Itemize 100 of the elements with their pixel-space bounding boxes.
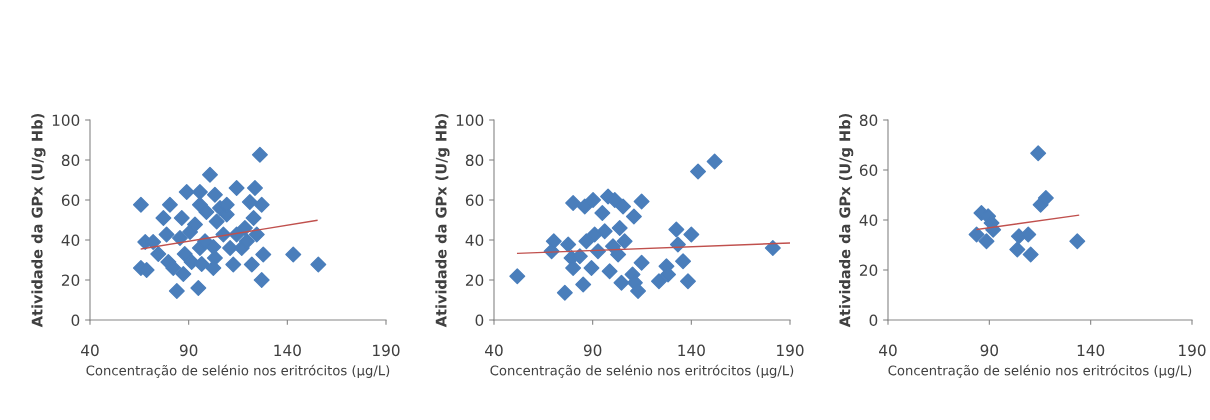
point [565,260,582,276]
y-tick-label: 20 [61,274,80,287]
point [253,272,270,288]
point [545,233,562,250]
point [198,204,215,220]
x-tick-label: 90 [583,344,602,357]
point [576,198,593,215]
point [228,180,245,196]
point [601,263,618,280]
point [706,153,723,170]
point [168,283,185,299]
point [560,236,577,253]
x-tick-label: 40 [81,344,99,357]
y-tick-label: 0 [869,314,878,327]
x-tick-label: 90 [179,344,198,357]
point [613,274,630,291]
point [509,268,526,285]
y-tick-label: 20 [465,274,484,287]
point [625,208,642,225]
point [650,273,667,290]
y-tick-label: 40 [61,234,80,247]
y-tick-label: 100 [52,114,80,127]
point [150,246,167,262]
point [238,233,255,250]
point [978,233,995,250]
y-tick-label: 60 [465,194,484,207]
y-tick-label: 0 [71,314,80,327]
point [680,273,696,290]
point [1009,241,1026,258]
point [596,223,613,240]
x-tick-label: 90 [980,344,999,357]
point [764,240,781,256]
point [668,221,685,238]
y-tick-label: 0 [475,314,484,327]
point [202,166,218,183]
point [245,210,262,226]
point [690,163,707,180]
point [206,186,223,203]
x-axis-title: Concentração de selénio nos eritrócitos (µg/L) [86,364,390,378]
point [187,216,203,233]
point [205,260,222,276]
point [968,226,985,243]
y-tick-label: 60 [859,164,878,177]
point [585,192,602,208]
point [251,146,268,163]
point [578,233,595,250]
point [1069,233,1086,250]
x-tick-label: 190 [373,344,400,357]
y-tick-label: 80 [859,114,878,127]
point [1030,145,1047,162]
y-tick-label: 60 [61,194,80,207]
point [633,193,650,210]
point [155,210,172,226]
point [615,198,632,215]
point [243,256,260,273]
y-tick-label: 100 [456,114,484,127]
point [633,254,650,271]
x-tick-label: 40 [879,344,897,357]
point [132,196,149,213]
x-tick-label: 140 [274,344,301,357]
x-axis-title: Concentração de selénio nos eritrócitos (µg/L) [490,364,794,378]
point [1037,190,1054,206]
point [191,184,208,200]
x-tick-label: 190 [777,344,804,357]
point [193,256,210,272]
y-tick-label: 20 [859,264,878,277]
point [675,253,692,270]
point [175,266,192,282]
point [172,230,188,246]
point [565,195,582,211]
y-tick-label: 80 [465,154,484,167]
point [586,226,603,243]
point [575,276,592,293]
point [611,220,628,236]
point [173,210,190,226]
point [225,256,242,273]
point [246,180,263,196]
point [165,260,182,276]
point [248,226,265,243]
point [190,280,207,296]
y-axis-title: Atividade da GPx (U/g Hb) [839,113,854,328]
point [556,284,573,301]
point [616,233,633,250]
point [1022,246,1039,263]
x-tick-label: 140 [1077,344,1105,357]
point [610,246,627,263]
point [161,196,178,213]
y-axis-title: Atividade da GPx (U/g Hb) [31,113,46,328]
y-axis-title: Atividade da GPx (U/g Hb) [435,113,450,328]
x-tick-label: 140 [678,344,705,357]
x-tick-label: 40 [485,344,503,357]
y-tick-label: 80 [61,154,80,167]
point [683,226,700,243]
point [253,196,270,213]
point [310,256,327,273]
point [583,260,600,276]
point [178,184,195,200]
x-axis-title: Concentração de selénio nos eritrócitos (µg/L) [888,364,1192,378]
y-tick-label: 40 [859,214,878,227]
point [158,226,175,243]
